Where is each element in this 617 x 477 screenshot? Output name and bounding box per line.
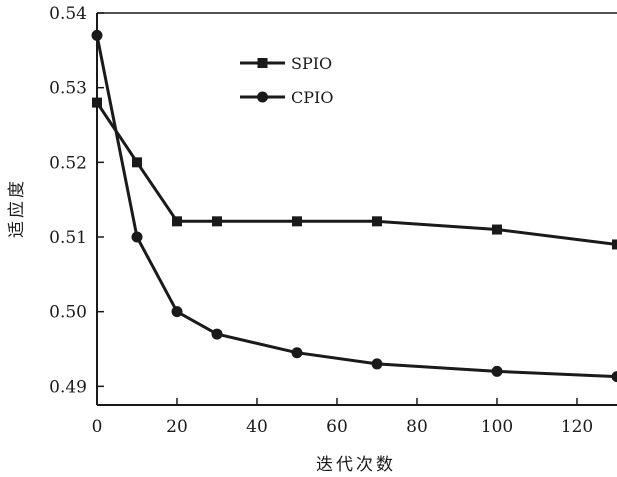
x-tick-label: 20 — [166, 417, 188, 437]
legend-marker-cpio — [257, 91, 268, 103]
data-point-spio — [172, 216, 182, 227]
axes — [96, 12, 617, 406]
data-point-spio — [492, 224, 502, 235]
ticks: 0 20 40 60 80 100 120 0.49 0.50 0.51 0.52 0.53 0.54 — [49, 4, 593, 437]
legend: SPIO CPIO — [240, 54, 333, 107]
legend-marker-spio — [257, 58, 268, 68]
data-point-spio — [92, 97, 102, 108]
data-point-spio — [212, 216, 222, 227]
data-point-cpio — [91, 29, 103, 41]
y-tick-label: 0.53 — [49, 79, 87, 99]
legend-label-cpio: CPIO — [291, 88, 333, 107]
y-tick-label: 0.51 — [49, 228, 87, 248]
data-point-cpio — [371, 358, 383, 370]
x-tick-label: 40 — [246, 417, 268, 437]
data-point-spio — [132, 157, 142, 168]
data-point-spio — [372, 216, 382, 227]
data-point-spio — [612, 239, 617, 250]
data-point-cpio — [491, 365, 503, 377]
series-line-cpio — [95, 35, 617, 379]
data-point-spio — [292, 216, 302, 227]
data-point-cpio — [171, 306, 183, 318]
x-tick-label: 60 — [326, 417, 348, 437]
x-tick-label: 120 — [561, 417, 593, 437]
data-point-cpio — [291, 347, 303, 359]
x-axis-label: 迭代次数 — [316, 455, 396, 475]
data-point-cpio — [611, 371, 617, 383]
y-tick-label: 0.52 — [49, 153, 87, 173]
legend-label-spio: SPIO — [291, 54, 332, 73]
y-tick-label: 0.54 — [49, 4, 87, 24]
y-axis-label: 适应度 — [7, 178, 27, 238]
series-line-spio — [95, 101, 617, 246]
y-tick-label: 0.50 — [49, 303, 87, 323]
x-tick-label: 0 — [92, 417, 103, 437]
data-point-cpio — [211, 328, 223, 340]
y-tick-label: 0.49 — [49, 377, 87, 397]
data-point-cpio — [131, 231, 143, 243]
x-tick-label: 80 — [406, 417, 428, 437]
series-group — [91, 29, 617, 383]
x-tick-label: 100 — [481, 417, 513, 437]
